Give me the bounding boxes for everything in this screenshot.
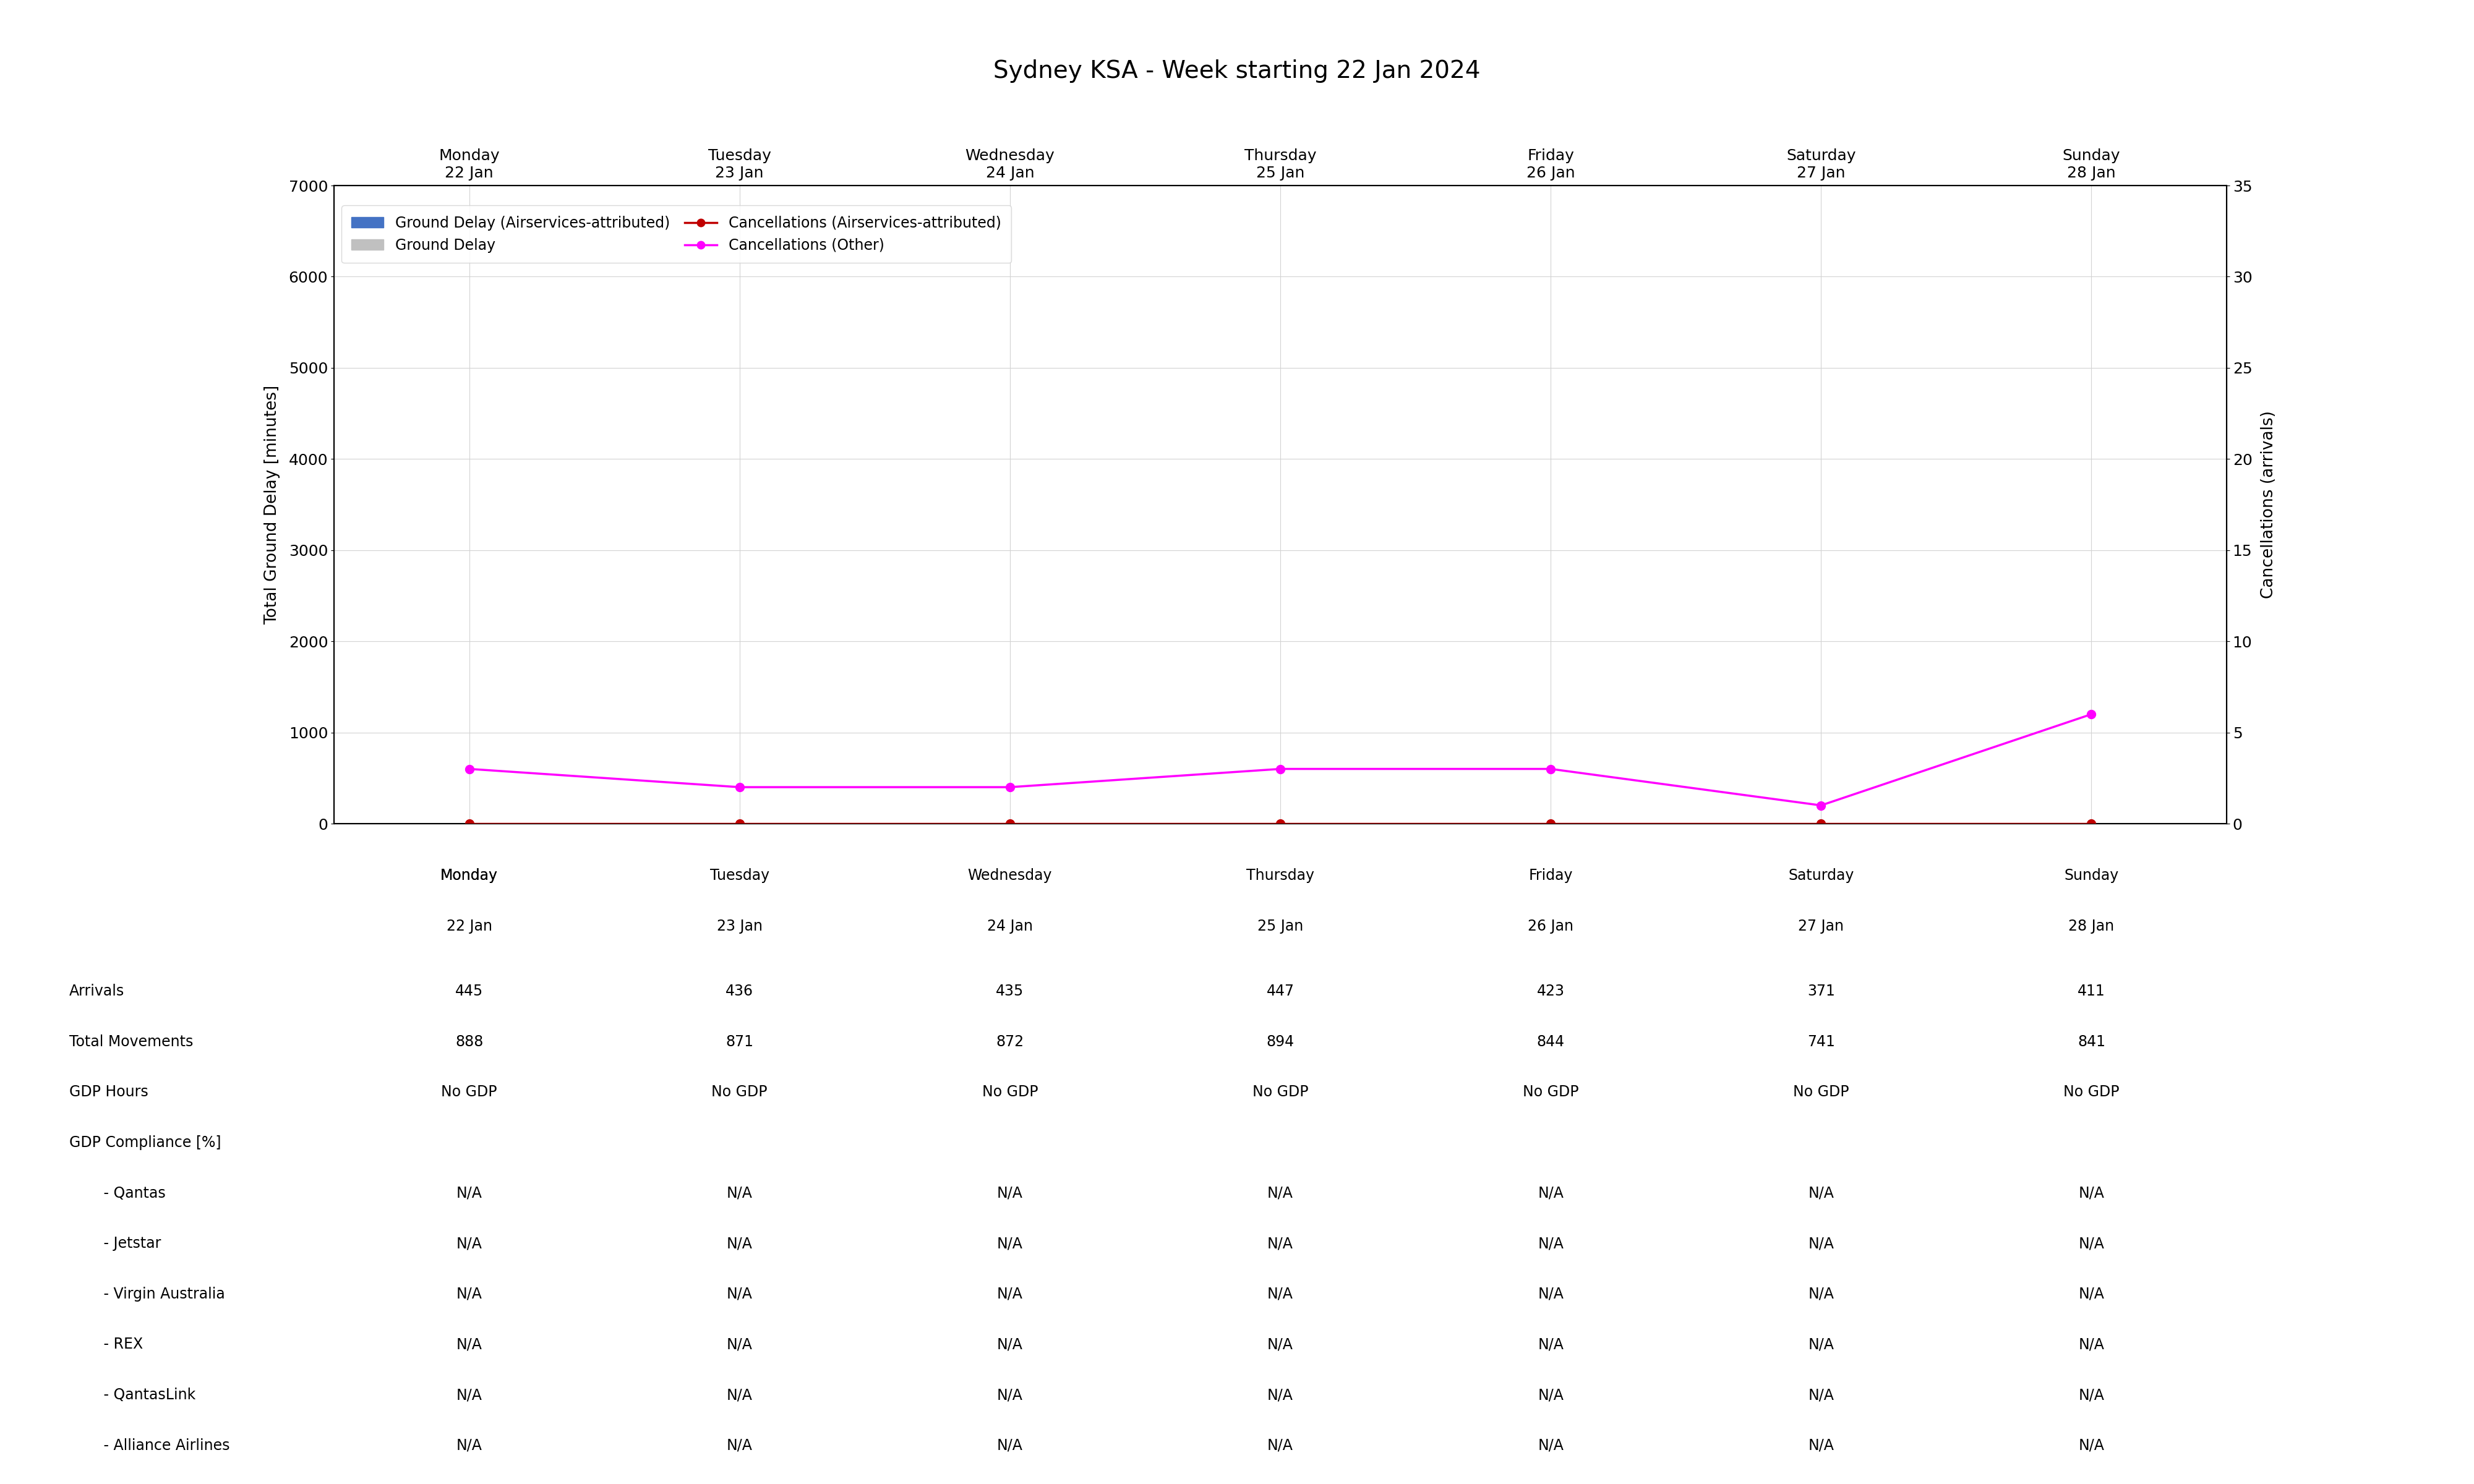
Text: N/A: N/A	[727, 1236, 752, 1251]
Text: Tuesday: Tuesday	[710, 868, 769, 883]
Y-axis label: Cancellations (arrivals): Cancellations (arrivals)	[2261, 411, 2276, 598]
Text: No GDP: No GDP	[713, 1085, 767, 1100]
Text: N/A: N/A	[997, 1186, 1022, 1201]
Text: N/A: N/A	[1808, 1236, 1833, 1251]
Text: - Jetstar: - Jetstar	[99, 1236, 161, 1251]
Text: N/A: N/A	[1267, 1186, 1294, 1201]
Text: - Qantas: - Qantas	[99, 1186, 166, 1201]
Text: N/A: N/A	[2078, 1287, 2105, 1301]
Text: 841: 841	[2078, 1034, 2105, 1049]
Text: 445: 445	[455, 984, 482, 999]
Text: N/A: N/A	[2078, 1337, 2105, 1352]
Text: 371: 371	[1806, 984, 1836, 999]
Text: N/A: N/A	[1539, 1438, 1564, 1453]
Text: No GDP: No GDP	[440, 1085, 497, 1100]
Text: N/A: N/A	[455, 1337, 482, 1352]
Text: - Virgin Australia: - Virgin Australia	[99, 1287, 225, 1301]
Text: N/A: N/A	[2078, 1236, 2105, 1251]
Text: N/A: N/A	[455, 1438, 482, 1453]
Text: Monday: Monday	[440, 868, 497, 883]
Text: N/A: N/A	[997, 1236, 1022, 1251]
Text: Sunday: Sunday	[2063, 868, 2118, 883]
Text: GDP Compliance [%]: GDP Compliance [%]	[69, 1135, 220, 1150]
Text: No GDP: No GDP	[1794, 1085, 1848, 1100]
Text: Monday: Monday	[440, 868, 497, 883]
Text: N/A: N/A	[2078, 1186, 2105, 1201]
Text: N/A: N/A	[1267, 1388, 1294, 1402]
Text: N/A: N/A	[997, 1438, 1022, 1453]
Text: Friday: Friday	[1529, 868, 1573, 883]
Text: No GDP: No GDP	[1522, 1085, 1578, 1100]
Text: 871: 871	[725, 1034, 755, 1049]
Text: N/A: N/A	[1808, 1287, 1833, 1301]
Text: N/A: N/A	[1539, 1236, 1564, 1251]
Text: N/A: N/A	[727, 1388, 752, 1402]
Y-axis label: Total Ground Delay [minutes]: Total Ground Delay [minutes]	[265, 384, 280, 625]
Text: N/A: N/A	[997, 1287, 1022, 1301]
Text: Arrivals: Arrivals	[69, 984, 124, 999]
Text: N/A: N/A	[727, 1438, 752, 1453]
Text: N/A: N/A	[727, 1287, 752, 1301]
Text: N/A: N/A	[455, 1388, 482, 1402]
Text: N/A: N/A	[1539, 1337, 1564, 1352]
Text: Saturday: Saturday	[1789, 868, 1853, 883]
Text: 26 Jan: 26 Jan	[1529, 919, 1573, 933]
Text: N/A: N/A	[997, 1388, 1022, 1402]
Text: 25 Jan: 25 Jan	[1257, 919, 1304, 933]
Text: No GDP: No GDP	[982, 1085, 1039, 1100]
Text: 27 Jan: 27 Jan	[1799, 919, 1843, 933]
Text: 872: 872	[997, 1034, 1024, 1049]
Text: - QantasLink: - QantasLink	[99, 1388, 195, 1402]
Text: 28 Jan: 28 Jan	[2068, 919, 2115, 933]
Legend: Ground Delay (Airservices-attributed), Ground Delay, Cancellations (Airservices-: Ground Delay (Airservices-attributed), G…	[341, 206, 1012, 263]
Text: - Alliance Airlines: - Alliance Airlines	[99, 1438, 230, 1453]
Text: N/A: N/A	[2078, 1388, 2105, 1402]
Text: No GDP: No GDP	[1252, 1085, 1309, 1100]
Text: 411: 411	[2078, 984, 2105, 999]
Text: N/A: N/A	[1539, 1287, 1564, 1301]
Text: Total Movements: Total Movements	[69, 1034, 193, 1049]
Text: 436: 436	[725, 984, 755, 999]
Text: Thursday: Thursday	[1247, 868, 1314, 883]
Text: - REX: - REX	[99, 1337, 143, 1352]
Text: 24 Jan: 24 Jan	[987, 919, 1032, 933]
Text: N/A: N/A	[1808, 1186, 1833, 1201]
Text: N/A: N/A	[727, 1186, 752, 1201]
Text: 22 Jan: 22 Jan	[445, 919, 492, 933]
Text: 423: 423	[1536, 984, 1564, 999]
Text: 888: 888	[455, 1034, 482, 1049]
Text: N/A: N/A	[727, 1337, 752, 1352]
Text: 894: 894	[1267, 1034, 1294, 1049]
Text: N/A: N/A	[1808, 1337, 1833, 1352]
Text: N/A: N/A	[1267, 1438, 1294, 1453]
Text: N/A: N/A	[2078, 1438, 2105, 1453]
Text: 435: 435	[997, 984, 1024, 999]
Text: N/A: N/A	[1267, 1287, 1294, 1301]
Text: 844: 844	[1536, 1034, 1564, 1049]
Text: N/A: N/A	[1808, 1388, 1833, 1402]
Text: N/A: N/A	[1267, 1236, 1294, 1251]
Text: 23 Jan: 23 Jan	[717, 919, 762, 933]
Text: No GDP: No GDP	[2063, 1085, 2120, 1100]
Text: Wednesday: Wednesday	[967, 868, 1051, 883]
Text: N/A: N/A	[455, 1236, 482, 1251]
Text: N/A: N/A	[455, 1287, 482, 1301]
Text: N/A: N/A	[1539, 1388, 1564, 1402]
Text: N/A: N/A	[1808, 1438, 1833, 1453]
Text: N/A: N/A	[1267, 1337, 1294, 1352]
Text: GDP Hours: GDP Hours	[69, 1085, 148, 1100]
Text: N/A: N/A	[997, 1337, 1022, 1352]
Text: N/A: N/A	[455, 1186, 482, 1201]
Text: 741: 741	[1806, 1034, 1836, 1049]
Text: N/A: N/A	[1539, 1186, 1564, 1201]
Text: 447: 447	[1267, 984, 1294, 999]
Text: Sydney KSA - Week starting 22 Jan 2024: Sydney KSA - Week starting 22 Jan 2024	[995, 59, 1479, 83]
